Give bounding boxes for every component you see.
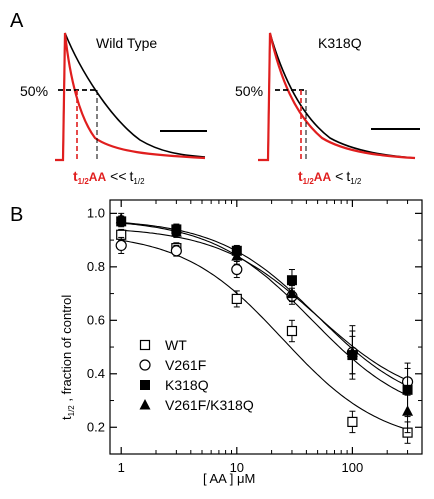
fit-curve: [121, 221, 408, 387]
fit-curves: [121, 221, 408, 431]
data-markers: [115, 212, 414, 444]
wt-pct-label: 50%: [20, 83, 48, 99]
wt-annotation: t1/2AA << t1/2: [73, 168, 145, 186]
x-tick-label: 100: [342, 460, 364, 475]
x-axis-label: [ AA ] μM: [203, 471, 255, 486]
k318q-title: K318Q: [318, 35, 362, 51]
dose-response-plot: 1 10 100 0.2 0.4 0.6 0.8 1.0 WT V261F K318Q V261F/…: [87, 199, 423, 475]
wt-control-trace: [55, 32, 206, 161]
data-point: [231, 263, 243, 276]
legend-label: WT: [165, 337, 187, 353]
data-point: [347, 416, 358, 428]
y-tick-label: 1.0: [87, 205, 105, 220]
panel-a-right: K318Q 50% t1/2AA < t1/2: [235, 32, 420, 186]
x-tick-label: 10: [230, 460, 244, 475]
data-point: [231, 250, 243, 261]
fit-curve: [121, 229, 408, 381]
x-tick-label: 1: [118, 460, 125, 475]
data-point: [115, 239, 127, 252]
fit-curve: [121, 222, 408, 396]
plot-axes: 1 10 100 0.2 0.4 0.6 0.8 1.0: [87, 200, 423, 475]
legend: WT V261F K318Q V261F/K318Q: [139, 337, 254, 413]
fit-curve: [121, 239, 408, 431]
series-k318q: [116, 215, 413, 418]
k318q-aa-trace: [258, 32, 416, 162]
data-point: [170, 226, 182, 237]
wt-aa-trace: [55, 32, 206, 162]
y-tick-label: 0.6: [87, 312, 105, 327]
panel-b-letter: B: [10, 204, 23, 226]
data-point: [170, 245, 182, 257]
data-point: [286, 275, 297, 286]
data-point: [286, 287, 298, 299]
k318q-annotation: t1/2AA < t1/2: [298, 168, 362, 186]
legend-marker: [139, 339, 151, 351]
panel-a-letter: A: [10, 10, 24, 32]
y-tick-label: 0.4: [87, 366, 105, 381]
series-v261f-k318q: [115, 212, 414, 434]
legend-label: K318Q: [165, 377, 209, 393]
data-point: [402, 405, 414, 416]
data-point: [115, 212, 127, 224]
y-axis-label: t1/2 , fraction of control: [59, 295, 76, 420]
legend-label: V261F/K318Q: [165, 397, 254, 413]
legend-marker: [140, 380, 150, 390]
legend-label: V261F: [165, 357, 206, 373]
series-wt: [116, 228, 413, 444]
panel-a-left: Wild Type 50% t1/2AA << t1/2: [20, 32, 207, 186]
k318q-pct-label: 50%: [235, 83, 263, 99]
legend-marker: [139, 359, 151, 371]
legend-marker: [139, 399, 151, 410]
y-tick-label: 0.8: [87, 259, 105, 274]
y-tick-label: 0.2: [87, 419, 105, 434]
data-point: [231, 293, 242, 305]
k318q-control-trace: [258, 32, 416, 161]
wt-title: Wild Type: [96, 35, 157, 51]
data-point: [346, 346, 358, 357]
data-point: [286, 325, 298, 337]
plot-frame: [109, 199, 423, 455]
